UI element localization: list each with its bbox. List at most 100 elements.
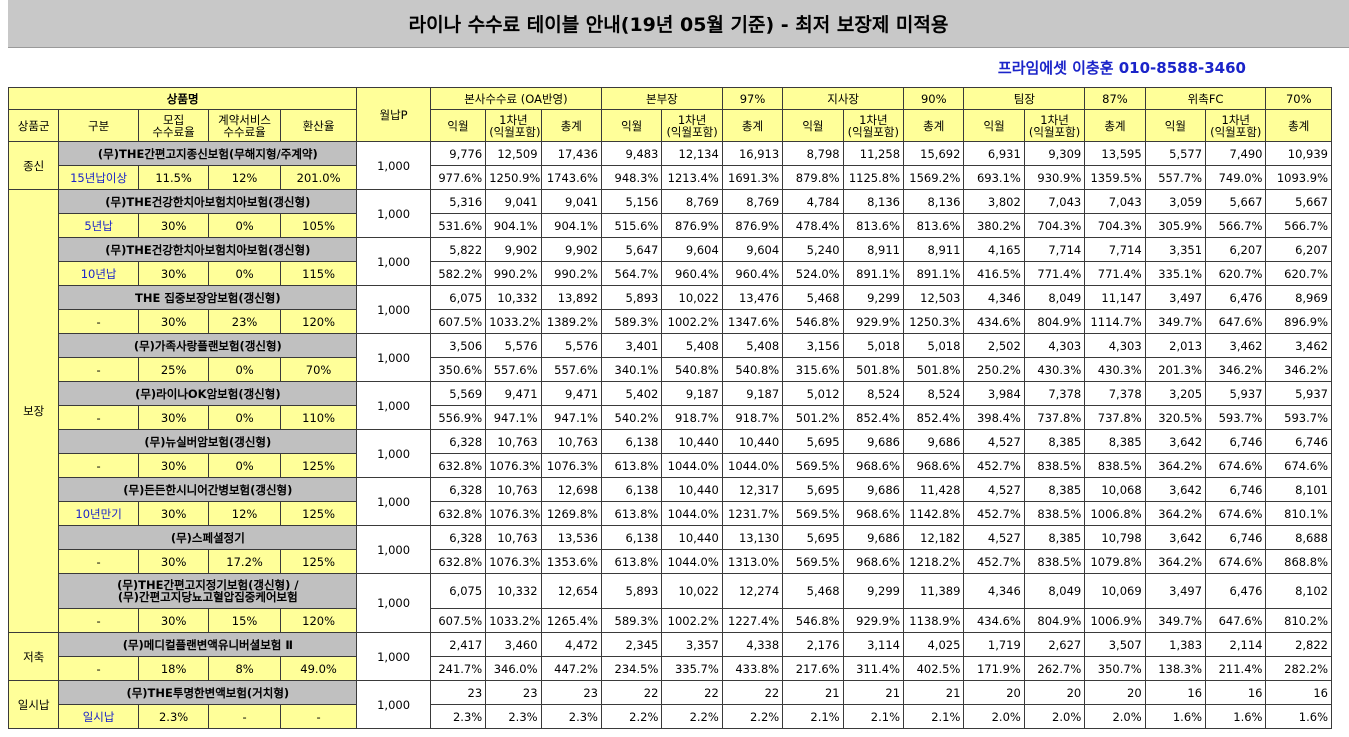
- recruit-fee-cell: 30%: [137, 309, 210, 334]
- table-row: 일시납 (무)THE투명한변액보험(거치형) 1,000 23 23 23 22 22 22 21…: [7, 680, 1332, 729]
- percent-cell: 416.5%: [963, 261, 1025, 286]
- conversion-cell: 110%: [279, 405, 358, 430]
- recruit-fee-cell: 25%: [137, 357, 210, 382]
- percent-cell: 737.8%: [1023, 405, 1086, 430]
- amount-cell: 4,784: [782, 189, 844, 214]
- percent-cell: 613.8%: [600, 453, 663, 478]
- percent-cell: 2.3%: [540, 704, 602, 729]
- percent-cell: 1138.9%: [903, 608, 965, 633]
- percent-cell: 557.6%: [540, 357, 602, 382]
- table-row: (무)라이나OK암보험(갱신형) 1,000 5,569 9,471 9,471 5,40…: [9, 381, 1332, 430]
- recruit-fee-cell: 30%: [137, 549, 210, 574]
- table-row: -30% 0% 110% 556.9% 947.1% 947.1% 540.2% 918.7%…: [9, 405, 1332, 430]
- amount-cell: 9,483: [600, 141, 663, 166]
- monthly-premium: 1,000: [356, 381, 431, 430]
- group-label: 종신: [7, 141, 60, 190]
- amount-cell: 4,346: [963, 285, 1025, 310]
- percent-cell: 398.4%: [963, 405, 1025, 430]
- percent-cell: 1044.0%: [661, 501, 723, 526]
- monthly-premium: 1,000: [356, 477, 431, 526]
- percent-cell: 693.1%: [963, 165, 1025, 190]
- amount-cell: 16: [1144, 680, 1207, 705]
- amount-cell: 6,075: [429, 285, 487, 310]
- amount-cell: 4,346: [963, 573, 1025, 609]
- amount-cell: 7,043: [1084, 189, 1146, 214]
- amount-cell: 9,604: [721, 237, 784, 262]
- percent-cell: 1044.0%: [661, 549, 723, 574]
- percent-cell: 674.6%: [1265, 453, 1332, 478]
- amount-cell: 17,436: [540, 141, 602, 166]
- amount-cell: 5,316: [429, 189, 487, 214]
- header-sub-m1: 익월: [782, 109, 844, 142]
- product-name: (무)라이나OK암보험(갱신형): [58, 381, 358, 406]
- amount-cell: 9,299: [842, 573, 905, 609]
- percent-cell: 540.2%: [600, 405, 663, 430]
- monthly-premium: 1,000: [356, 525, 431, 574]
- service-fee-cell: 12%: [208, 165, 281, 190]
- amount-cell: 4,527: [963, 429, 1025, 454]
- amount-cell: 5,647: [600, 237, 663, 262]
- amount-cell: 8,524: [842, 381, 905, 406]
- percent-cell: 879.8%: [782, 165, 844, 190]
- table-row: (무)뉴실버암보험(갱신형) 1,000 6,328 10,763 10,763 6,13…: [9, 429, 1332, 478]
- percent-cell: 810.2%: [1265, 608, 1332, 633]
- percent-cell: 540.8%: [661, 357, 723, 382]
- product-name: (무)든든한시니어간병보험(갱신형): [58, 477, 358, 502]
- recruit-fee-cell: 11.5%: [137, 165, 210, 190]
- amount-cell: 3,205: [1144, 381, 1207, 406]
- conversion-cell: 105%: [279, 213, 358, 238]
- percent-cell: 501.2%: [782, 405, 844, 430]
- amount-cell: 23: [485, 680, 542, 705]
- recruit-fee-cell: 30%: [137, 405, 210, 430]
- header-block-rate-1: 97%: [721, 87, 784, 110]
- percent-cell: 452.7%: [963, 453, 1025, 478]
- header-sub-m1: 익월: [1144, 109, 1207, 142]
- recruit-fee-cell: 2.3%: [137, 704, 210, 729]
- amount-cell: 13,595: [1084, 141, 1146, 166]
- monthly-premium: 1,000: [356, 680, 431, 729]
- amount-cell: 2,627: [1023, 632, 1086, 657]
- table-row: 10년납 30% 0% 115% 582.2% 990.2% 990.2% 564.7% 960…: [9, 261, 1332, 286]
- amount-cell: 9,187: [661, 381, 723, 406]
- header-block-rate-3: 87%: [1084, 87, 1146, 110]
- table-row: 15년납이상 11.5% 12% 201.0% 977.6% 1250.9% 1743.6%…: [9, 165, 1332, 190]
- category-cell: -: [58, 608, 139, 633]
- amount-cell: 3,507: [1084, 632, 1146, 657]
- percent-cell: 349.7%: [1144, 309, 1207, 334]
- group-label: 일시납: [7, 680, 60, 729]
- percent-cell: 1006.9%: [1084, 608, 1146, 633]
- amount-cell: 5,018: [842, 333, 905, 358]
- percent-cell: 990.2%: [485, 261, 542, 286]
- amount-cell: 3,497: [1144, 285, 1207, 310]
- percent-cell: 968.6%: [842, 453, 905, 478]
- amount-cell: 3,351: [1144, 237, 1207, 262]
- percent-cell: 1.6%: [1144, 704, 1207, 729]
- category-cell: 10년만기: [58, 501, 139, 526]
- header-sub-y1: 1차년 (익월포함): [485, 109, 542, 142]
- amount-cell: 9,686: [842, 477, 905, 502]
- percent-cell: 335.7%: [661, 656, 723, 681]
- amount-cell: 3,460: [485, 632, 542, 657]
- table-row: (무)THE간편고지정기보험(갱신형) / (무)간편고지당뇨고혈압집중케어보험 1…: [9, 573, 1332, 633]
- amount-cell: 10,069: [1084, 573, 1146, 609]
- percent-cell: 947.1%: [485, 405, 542, 430]
- header-sub-y1: 1차년 (익월포함): [1023, 109, 1086, 142]
- percent-cell: 930.9%: [1023, 165, 1086, 190]
- percent-cell: 647.6%: [1205, 608, 1267, 633]
- percent-cell: 852.4%: [903, 405, 965, 430]
- percent-cell: 380.2%: [963, 213, 1025, 238]
- amount-cell: 13,892: [540, 285, 602, 310]
- table-row: -30% 23% 120% 607.5% 1033.2% 1389.2% 589.3% 100…: [9, 309, 1332, 334]
- percent-cell: 540.8%: [721, 357, 784, 382]
- percent-cell: 771.4%: [1023, 261, 1086, 286]
- amount-cell: 6,746: [1265, 429, 1332, 454]
- table-row: 10년만기 30% 12% 125% 632.8% 1076.3% 1269.8% 613.8…: [9, 501, 1332, 526]
- percent-cell: 515.6%: [600, 213, 663, 238]
- percent-cell: 1743.6%: [540, 165, 602, 190]
- header-recruit-fee: 모집 수수료율: [137, 109, 210, 142]
- amount-cell: 10,332: [485, 285, 542, 310]
- percent-cell: 2.2%: [661, 704, 723, 729]
- amount-cell: 8,911: [903, 237, 965, 262]
- percent-cell: 904.1%: [540, 213, 602, 238]
- percent-cell: 929.9%: [842, 608, 905, 633]
